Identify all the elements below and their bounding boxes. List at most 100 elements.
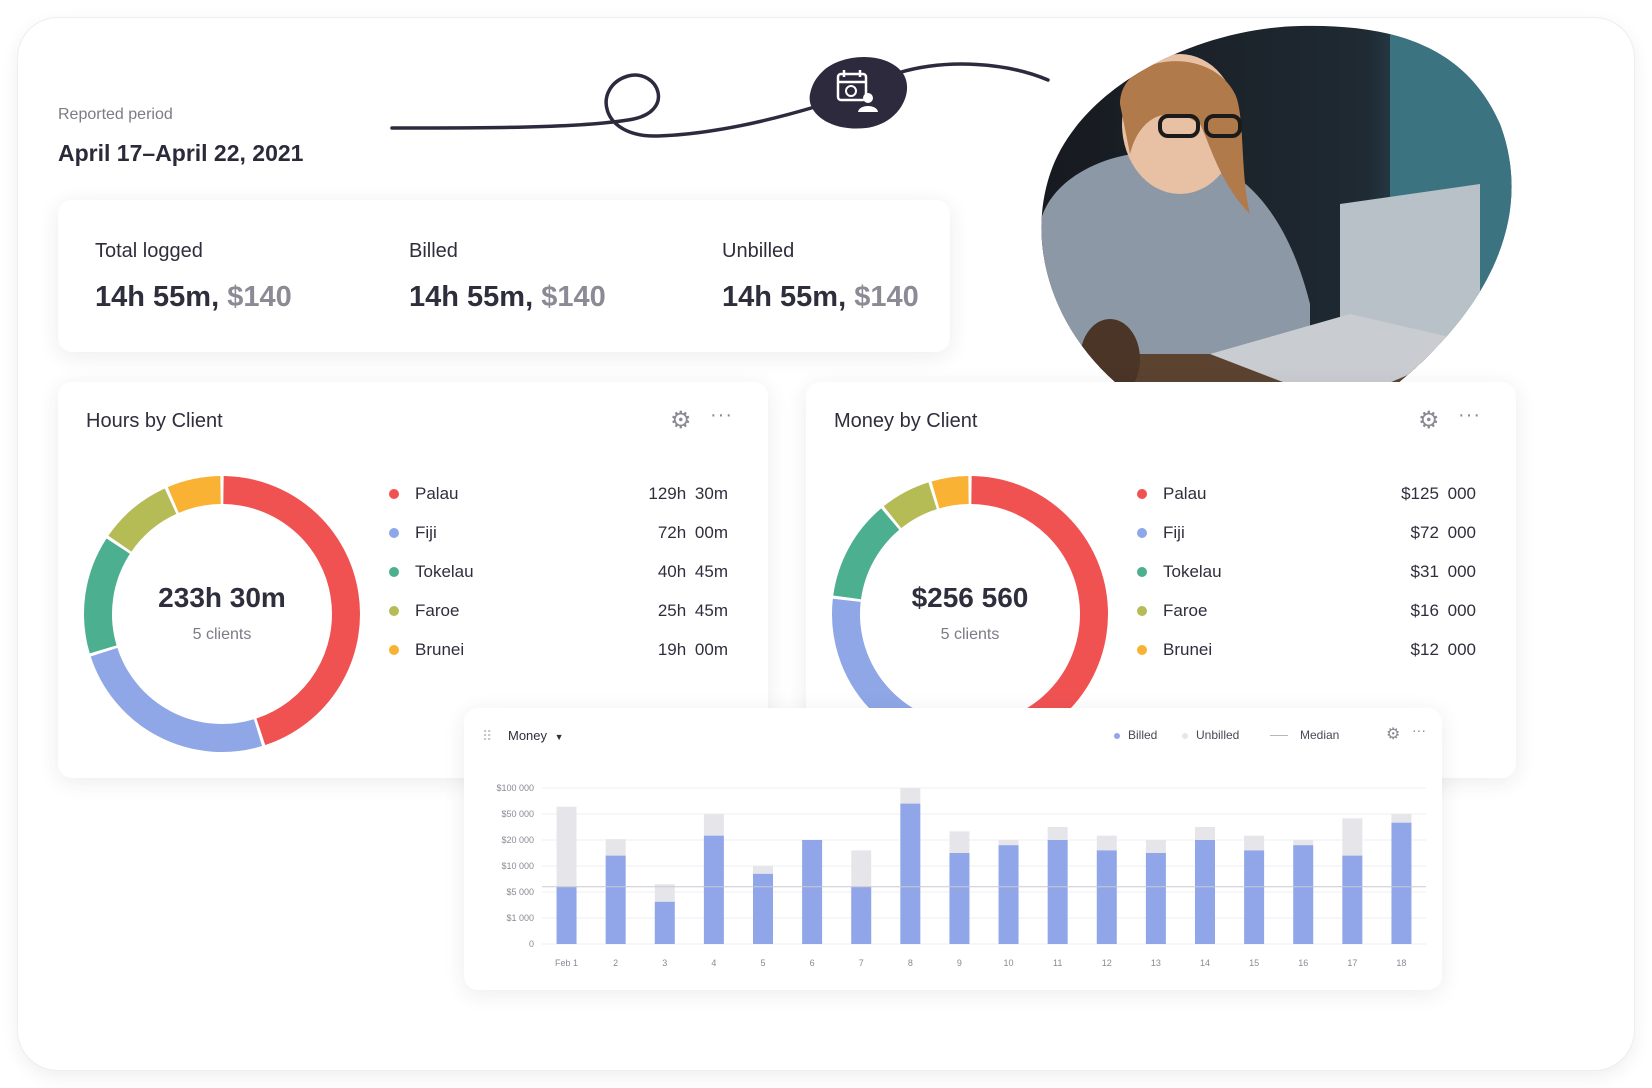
- bar-billed[interactable]: [1195, 840, 1215, 944]
- donut-slice-brunei: [167, 476, 222, 514]
- legend-value: $72 000: [1410, 523, 1476, 542]
- hours-legend: Palau 129h 30m Fiji 72h 00m Tokelau 40h 45m…: [389, 482, 728, 682]
- x-tick-label: 13: [1151, 958, 1161, 968]
- bar-billed[interactable]: [1391, 822, 1412, 944]
- legend-dot: [389, 606, 399, 616]
- bar-billed[interactable]: [605, 855, 626, 944]
- bar-unbilled[interactable]: [556, 806, 577, 887]
- legend-dot: [1137, 567, 1147, 577]
- bar-billed[interactable]: [556, 886, 577, 944]
- x-tick-label: 16: [1298, 958, 1308, 968]
- legend-value: $125 000: [1401, 484, 1476, 503]
- bar-billed[interactable]: [1244, 850, 1265, 944]
- legend-dot: [389, 528, 399, 538]
- donut-center-value: 233h 30m: [158, 582, 286, 613]
- donut-center-sub: 5 clients: [192, 626, 252, 643]
- legend-name: Brunei: [415, 640, 465, 659]
- y-tick-label: $1 000: [506, 913, 534, 923]
- donut-center-sub: 5 clients: [940, 626, 1000, 643]
- legend-name: Palau: [1163, 484, 1207, 503]
- donut-slice-tokelau: [833, 508, 900, 600]
- more-options-icon[interactable]: ···: [1412, 722, 1426, 738]
- legend-dot: [1137, 606, 1147, 616]
- donut-slice-brunei: [931, 476, 970, 509]
- legend-dot: [389, 567, 399, 577]
- x-tick-label: 5: [760, 958, 765, 968]
- more-options-icon[interactable]: ···: [710, 404, 733, 426]
- bar-billed[interactable]: [998, 845, 1019, 944]
- bar-billed[interactable]: [654, 901, 675, 944]
- legend-dot: [1137, 645, 1147, 655]
- donut-slice-fiji: [90, 647, 263, 752]
- bar-unbilled[interactable]: [1195, 827, 1215, 840]
- calendar-user-badge: [804, 52, 914, 132]
- donut-slice-tokelau: [84, 538, 131, 654]
- x-tick-label: Feb 1: [555, 958, 578, 968]
- dashboard-frame: Reported period April 17–April 22, 2021: [18, 18, 1634, 1070]
- bar-billed[interactable]: [1293, 845, 1314, 944]
- legend-row-tokelau: Tokelau 40h 45m: [389, 560, 728, 584]
- bar-billed[interactable]: [753, 873, 773, 944]
- legend-label: Unbilled: [1196, 728, 1240, 742]
- hours-donut-chart: [84, 476, 360, 752]
- stat-label: Billed: [409, 240, 458, 262]
- bar-billed[interactable]: [851, 886, 872, 944]
- gear-icon[interactable]: ⚙: [1418, 407, 1440, 434]
- bar-unbilled[interactable]: [1391, 814, 1412, 823]
- hours-by-client-panel: Hours by Client ⚙ ··· 233h 30m 5 clients…: [58, 382, 768, 778]
- metric-selector[interactable]: Money ▼: [508, 728, 564, 743]
- summary-billed: Billed 14h 55m, $140: [409, 240, 606, 314]
- bar-billed[interactable]: [949, 853, 970, 944]
- y-tick-label: $100 000: [496, 783, 534, 793]
- bar-unbilled[interactable]: [1293, 840, 1314, 846]
- legend-value: 19h 00m: [657, 640, 728, 659]
- bar-unbilled[interactable]: [1244, 835, 1265, 851]
- bar-unbilled[interactable]: [949, 831, 970, 853]
- bar-unbilled[interactable]: [998, 840, 1019, 846]
- y-tick-label: $20 000: [501, 835, 534, 845]
- stat-money: $140: [854, 281, 919, 313]
- donut-slice-faroe: [883, 482, 938, 529]
- legend-label: Median: [1300, 728, 1340, 742]
- legend-row-fiji: Fiji $72 000: [1137, 521, 1476, 545]
- more-options-icon[interactable]: ···: [1458, 404, 1481, 426]
- x-tick-label: 7: [859, 958, 864, 968]
- bar-unbilled[interactable]: [654, 884, 675, 902]
- reported-period-value: April 17–April 22, 2021: [58, 140, 304, 166]
- panel-title: Money by Client: [834, 410, 978, 432]
- bar-unbilled[interactable]: [753, 866, 773, 874]
- bar-unbilled[interactable]: [1096, 835, 1117, 851]
- bar-unbilled[interactable]: [851, 850, 872, 887]
- legend-dot-unbilled: [1182, 732, 1188, 739]
- bar-unbilled[interactable]: [900, 788, 921, 804]
- bar-unbilled[interactable]: [605, 839, 626, 856]
- y-tick-label: $5 000: [506, 887, 534, 897]
- bar-billed[interactable]: [802, 840, 823, 944]
- x-tick-label: 6: [810, 958, 815, 968]
- stat-label: Total logged: [95, 240, 203, 262]
- legend-name: Faroe: [415, 601, 460, 620]
- money-legend: Palau $125 000 Fiji $72 000 Tokelau $31 000…: [1137, 482, 1476, 682]
- bar-billed[interactable]: [1096, 850, 1117, 944]
- stat-money: $140: [541, 281, 606, 313]
- bar-unbilled[interactable]: [1342, 818, 1363, 856]
- bar-billed[interactable]: [1145, 853, 1166, 944]
- bar-unbilled[interactable]: [1145, 840, 1166, 853]
- legend-value: 129h 30m: [648, 484, 728, 503]
- legend-value: 25h 45m: [657, 601, 728, 620]
- bar-billed[interactable]: [900, 803, 921, 944]
- bar-unbilled[interactable]: [703, 814, 724, 836]
- legend-dot: [389, 489, 399, 499]
- bar-unbilled[interactable]: [1047, 827, 1068, 840]
- gear-icon[interactable]: ⚙: [670, 407, 692, 434]
- legend-row-fiji: Fiji 72h 00m: [389, 521, 728, 545]
- stat-label: Unbilled: [722, 240, 795, 262]
- stat-money: $140: [227, 281, 292, 313]
- bar-billed[interactable]: [1047, 840, 1068, 944]
- drag-handle-icon[interactable]: ⠿: [482, 728, 494, 744]
- bar-billed[interactable]: [1342, 855, 1363, 944]
- x-tick-label: 12: [1102, 958, 1112, 968]
- gear-icon[interactable]: ⚙: [1386, 726, 1401, 743]
- x-tick-label: 2: [613, 958, 618, 968]
- bar-billed[interactable]: [703, 835, 724, 944]
